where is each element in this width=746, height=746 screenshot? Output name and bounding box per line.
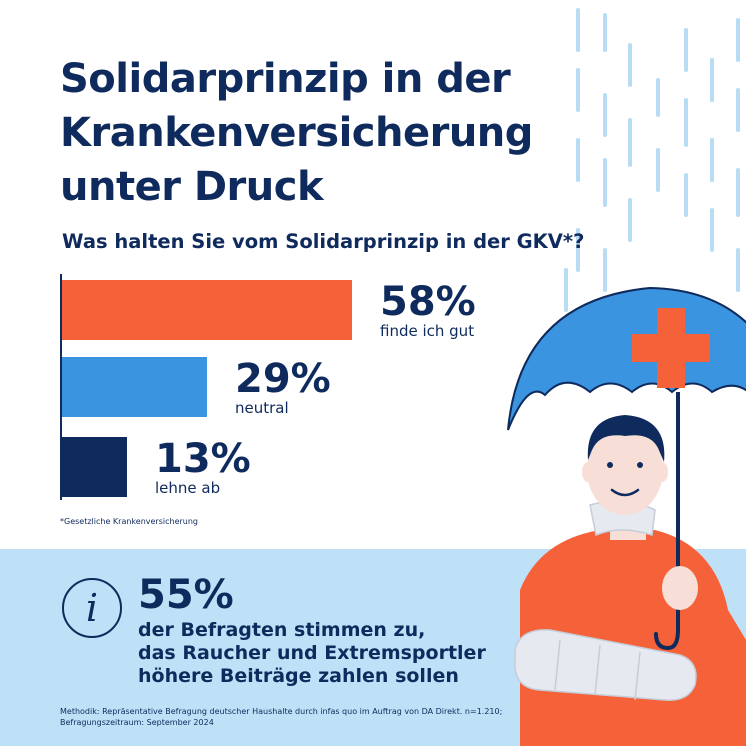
info-glyph: i [85, 586, 99, 630]
person-hand [662, 566, 698, 610]
info-percent: 55% [138, 572, 234, 618]
bar-3 [62, 437, 127, 497]
chart-question: Was halten Sie vom Solidarprinzip in der… [62, 230, 585, 253]
method-line-1: Methodik: Repräsentative Befragung deuts… [60, 707, 503, 716]
info-line-1: der Befragten stimmen zu, [138, 619, 426, 641]
methodology: Methodik: Repräsentative Befragung deuts… [60, 707, 502, 728]
bar-value-2: 29% [235, 356, 331, 402]
bar-label-1: finde ich gut [380, 322, 475, 340]
method-line-2: Befragungszeitraum: September 2024 [60, 717, 214, 727]
umbrella-canopy [507, 286, 746, 431]
title-line-1: Solidarprinzip in der [60, 56, 511, 102]
person-hair [587, 415, 665, 462]
bar-label-3: lehne ab [155, 479, 221, 497]
rain-drops [564, 8, 740, 332]
title-line-3: unter Druck [60, 164, 324, 210]
umbrella-handle [654, 628, 680, 651]
info-icon: i [62, 578, 122, 638]
info-line-2: das Raucher und Extremsportler [138, 642, 486, 664]
chart-axis [60, 274, 62, 500]
bar-label-2: neutral [235, 399, 289, 417]
info-text: der Befragten stimmen zu, das Raucher un… [138, 619, 486, 688]
person-head [587, 425, 663, 515]
footnote: *Gesetzliche Krankenversicherung [60, 517, 199, 526]
page-title: Solidarprinzip in der Krankenversicherun… [60, 52, 580, 214]
bar-value-1: 58% [380, 279, 476, 325]
cross-horizontal [632, 334, 710, 362]
info-line-3: höhere Beiträge zahlen sollen [138, 665, 459, 687]
bar-2 [62, 357, 207, 417]
title-line-2: Krankenversicherung [60, 110, 533, 156]
bar-1 [62, 280, 352, 340]
bar-value-3: 13% [155, 436, 251, 482]
arm-bandage [514, 629, 697, 701]
